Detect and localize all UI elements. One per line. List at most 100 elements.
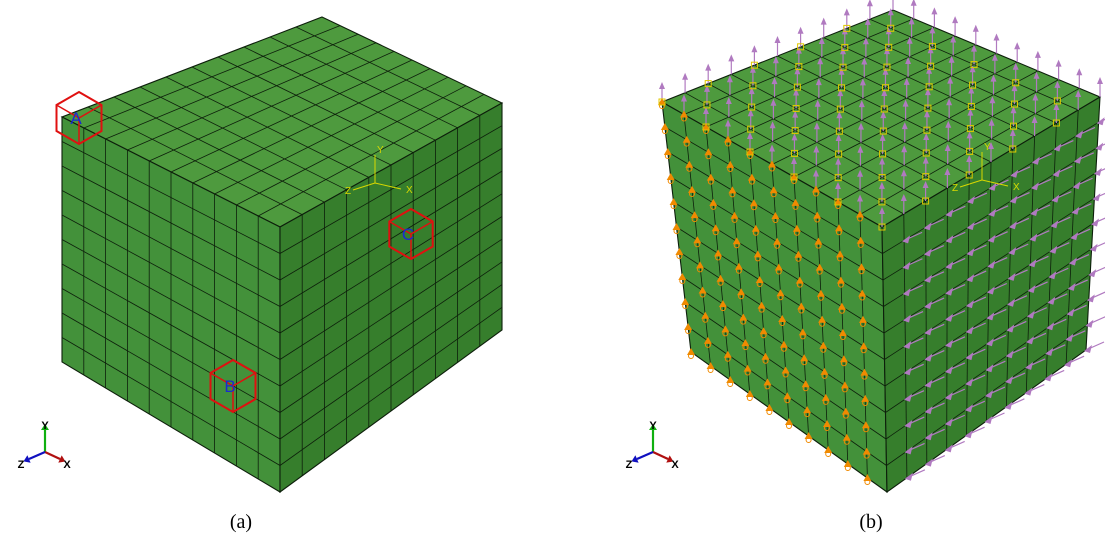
load-arrow-head: [910, 0, 917, 6]
boundary-condition-icon: [718, 300, 727, 308]
marker-label: B: [224, 377, 235, 396]
boundary-condition-ring: [770, 191, 777, 198]
load-arrow-head: [924, 432, 933, 441]
load-arrow-head: [1034, 50, 1041, 58]
load-arrow-head: [791, 157, 797, 164]
load-arrow-head: [903, 340, 912, 349]
load-arrow-head: [1032, 93, 1039, 101]
load-arrow-head: [991, 53, 998, 61]
boundary-condition-icon: [698, 286, 707, 294]
load-arrow-head: [881, 89, 888, 96]
load-arrow-head: [908, 17, 915, 25]
load-arrow-head: [858, 122, 864, 130]
load-arrow-head: [835, 157, 842, 165]
boundary-condition-ring: [705, 153, 712, 160]
load-arrow-head: [903, 77, 910, 85]
load-arrow-head: [1066, 308, 1075, 317]
boundary-condition-ring: [702, 316, 709, 323]
load-arrow-head: [836, 111, 843, 119]
csys-x-axis: [374, 182, 402, 190]
boundary-condition-ring: [729, 191, 736, 198]
load-arrow-head: [705, 63, 712, 71]
boundary-condition-ring: [725, 140, 731, 147]
load-arrow-head: [879, 133, 886, 141]
boundary-condition-icon: [861, 421, 870, 429]
load-arrow-head: [985, 364, 994, 373]
mesh-line: [61, 239, 281, 360]
boundary-condition-ring: [727, 381, 734, 387]
load-arrow-head: [947, 76, 954, 84]
boundary-condition-ring: [843, 438, 850, 445]
boundary-condition-icon: [693, 236, 702, 244]
constraint-square: [834, 198, 842, 206]
mesh-line: [279, 284, 503, 440]
boundary-conditions: [658, 24, 1061, 485]
boundary-condition-ring: [820, 346, 827, 353]
load-arrow-head: [791, 133, 798, 141]
constraint-square: [704, 80, 712, 88]
boundary-condition-ring: [727, 165, 734, 172]
boundary-condition-ring: [712, 229, 719, 236]
boundary-condition-ring: [691, 216, 698, 223]
load-arrow-head: [946, 98, 953, 106]
load-arrow-head: [904, 393, 912, 402]
load-arrow-head: [929, 26, 936, 34]
boundary-condition-icon: [746, 148, 754, 155]
boundary-condition-icon: [778, 315, 787, 322]
load-arrow-head: [926, 66, 933, 74]
load-arrow-head: [945, 287, 954, 296]
load-arrow-head: [985, 338, 994, 347]
constraint-square: [969, 81, 977, 89]
boundary-condition-icon: [678, 273, 687, 280]
boundary-condition-icon: [751, 224, 760, 232]
boundary-condition-icon: [680, 110, 688, 118]
boundary-condition-icon: [769, 186, 778, 194]
marker-b: B: [209, 358, 257, 414]
boundary-condition-ring: [758, 306, 765, 313]
boundary-condition-icon: [821, 393, 830, 401]
boundary-condition-icon: [862, 447, 871, 455]
load-arrow-head: [1075, 130, 1083, 139]
boundary-condition-icon: [790, 173, 798, 180]
mesh-line: [279, 238, 503, 387]
boundary-condition-icon: [696, 261, 704, 269]
load-arrow-head: [1091, 218, 1099, 227]
load-arrow-head: [682, 72, 689, 80]
constraint-square: [843, 24, 851, 32]
load-arrow-head: [774, 36, 781, 43]
load-arrow-head: [931, 7, 938, 15]
load-arrow-head: [681, 94, 687, 102]
load-arrow-head: [857, 169, 864, 177]
boundary-condition-icon: [858, 289, 867, 297]
boundary-condition-ring: [724, 355, 731, 362]
boundary-condition-icon: [749, 199, 758, 207]
load-arrow-head: [1092, 193, 1101, 202]
boundary-condition-icon: [783, 392, 792, 400]
constraint-square: [883, 63, 891, 71]
boundary-condition-ring: [664, 153, 671, 159]
load-arrow-head: [857, 194, 863, 202]
load-arrow-head: [1050, 220, 1059, 229]
load-arrow-head: [726, 75, 733, 83]
load-arrow-head: [923, 133, 930, 140]
constraint-square: [790, 149, 798, 157]
load-arrow-head: [1030, 208, 1039, 216]
boundary-condition-icon: [792, 224, 801, 232]
cube-mesh-a: [60, 16, 504, 494]
local-csys-b: X Y Z: [952, 142, 1020, 194]
boundary-condition-icon: [688, 185, 696, 193]
load-arrow-head: [964, 430, 973, 439]
marker-edge: [232, 372, 256, 387]
boundary-condition-icon: [804, 432, 813, 439]
panel-a-meshed-cube: X Y Z A B C Y X Z (a): [18, 16, 504, 533]
boundary-condition-icon: [757, 301, 766, 309]
boundary-condition-ring: [821, 372, 828, 379]
load-arrow-head: [1031, 156, 1040, 165]
boundary-condition-ring: [719, 305, 726, 312]
boundary-condition-icon: [763, 378, 772, 386]
load-arrow-head: [966, 196, 975, 204]
boundary-condition-icon: [859, 315, 867, 323]
boundary-condition-icon: [734, 262, 743, 270]
load-arrow-head: [966, 131, 973, 139]
load-arrow-head: [1045, 347, 1054, 356]
